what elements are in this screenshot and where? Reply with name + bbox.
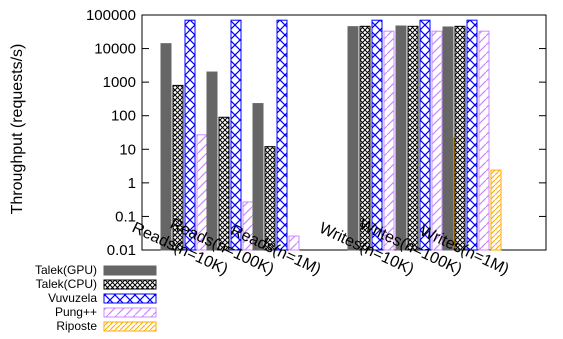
legend-swatch (103, 321, 157, 332)
bar-talek-gpu- (206, 71, 218, 251)
legend-swatch (103, 265, 157, 276)
bar-vuvuzela (371, 19, 383, 251)
y-tick-label: 1000 (103, 74, 136, 91)
bar-riposte (490, 169, 502, 251)
legend-label: Talek(CPU) (36, 277, 97, 291)
y-tick-label: 0.1 (115, 208, 136, 225)
bar-vuvuzela (419, 19, 431, 251)
legend-label: Riposte (56, 319, 97, 333)
bar-talek-gpu- (395, 25, 407, 251)
bar-talek-cpu- (218, 116, 230, 251)
legend-swatch (103, 279, 157, 290)
bars (160, 19, 502, 251)
bar-talek-gpu- (252, 103, 264, 251)
legend-swatch (103, 293, 157, 304)
y-axis-label: Throughput (requests/s) (9, 44, 26, 215)
y-axis: 0.01 0.1 1 10 100 1000 10000 100000 (86, 7, 546, 259)
legend-swatch (103, 307, 157, 318)
bar-pung- (383, 30, 395, 251)
bar-vuvuzela (184, 19, 196, 251)
y-tick-label: 10 (119, 141, 136, 158)
bar-talek-cpu- (454, 25, 466, 251)
y-tick-label: 100 (111, 108, 136, 125)
y-tick-label: 10000 (94, 41, 136, 58)
legend-label: Pung++ (55, 305, 97, 319)
legend-label: Vuvuzela (48, 291, 97, 305)
bar-talek-gpu- (442, 26, 454, 251)
bar-vuvuzela (276, 19, 288, 251)
bar-talek-cpu- (407, 25, 419, 251)
bar-vuvuzela (230, 19, 242, 251)
bar-pung- (478, 30, 490, 251)
bar-pung- (288, 235, 300, 251)
bar-talek-cpu- (172, 84, 184, 251)
y-tick-label: 1 (128, 175, 136, 192)
legend: Talek(GPU)Talek(CPU)VuvuzelaPung++Ripost… (35, 263, 157, 333)
y-tick-label: 100000 (86, 7, 136, 24)
bar-vuvuzela (466, 19, 478, 251)
y-tick-label: 0.01 (107, 242, 136, 259)
legend-label: Talek(GPU) (35, 263, 97, 277)
plot-area (141, 14, 547, 251)
bar-pung- (431, 30, 443, 251)
bar-talek-cpu- (264, 146, 276, 251)
bar-talek-gpu- (347, 26, 359, 251)
bar-talek-gpu- (160, 43, 172, 251)
bar-talek-cpu- (359, 25, 371, 251)
plot-border (141, 14, 547, 251)
